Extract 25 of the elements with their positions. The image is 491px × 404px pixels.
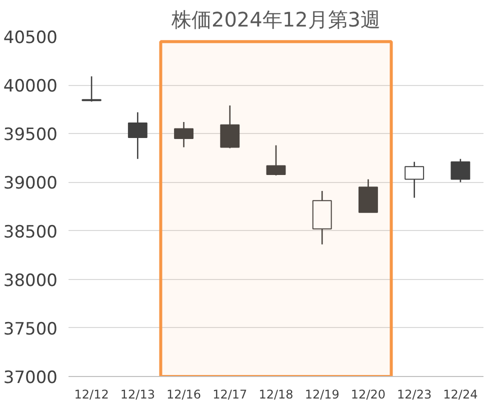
candlestick <box>220 104 240 149</box>
candlestick <box>82 76 102 102</box>
chart-title: 株価2024年12月第3週 <box>170 8 381 32</box>
x-tick-label: 12/13 <box>120 388 155 402</box>
y-tick-label: 39000 <box>3 174 58 194</box>
candlestick <box>266 144 286 176</box>
x-tick-label: 12/23 <box>397 388 432 402</box>
x-tick-label: 12/18 <box>258 388 294 402</box>
x-tick-label: 12/24 <box>443 388 478 402</box>
y-tick-label: 40000 <box>3 76 58 97</box>
y-tick-label: 37000 <box>3 368 58 388</box>
x-tick-label: 12/16 <box>166 388 202 402</box>
candlestick <box>174 121 194 148</box>
candlestick <box>450 158 470 183</box>
y-tick-label: 39500 <box>3 125 58 146</box>
candlestick <box>404 161 424 198</box>
x-tick-label: 12/12 <box>74 388 109 402</box>
y-tick-label: 37500 <box>3 319 58 340</box>
x-tick-label: 12/19 <box>304 388 340 402</box>
y-tick-label: 40500 <box>3 28 58 48</box>
y-tick-label: 38000 <box>3 270 58 291</box>
x-tick-label: 12/17 <box>212 388 248 402</box>
y-tick-label: 38500 <box>3 222 58 242</box>
x-tick-label: 12/20 <box>350 388 386 402</box>
candlestick <box>128 112 148 160</box>
